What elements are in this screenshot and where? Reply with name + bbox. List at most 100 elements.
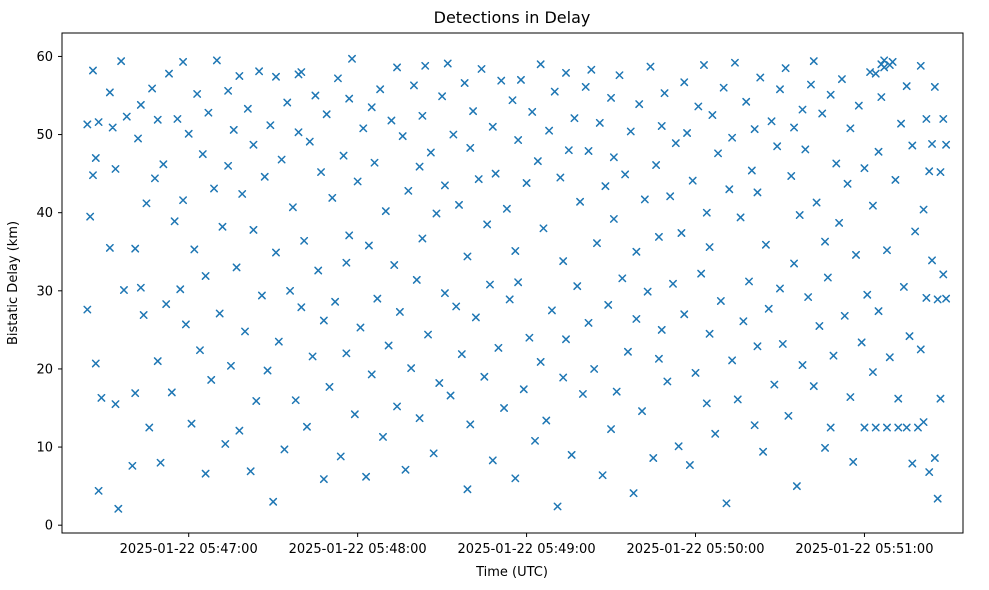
data-point-marker — [821, 237, 829, 246]
data-point-marker — [649, 454, 658, 462]
data-point-marker — [747, 166, 756, 175]
data-point-marker — [536, 357, 545, 366]
data-point-marker — [198, 150, 207, 159]
data-point-marker — [201, 272, 210, 280]
data-point-marker — [654, 232, 663, 241]
data-point-marker — [153, 357, 162, 366]
data-point-marker — [584, 318, 593, 327]
data-point-marker — [759, 447, 768, 456]
data-point-marker — [519, 385, 528, 394]
data-point-marker — [835, 218, 844, 227]
data-point-marker — [826, 423, 835, 432]
data-point-marker — [809, 382, 818, 391]
data-point-marker — [494, 343, 503, 352]
data-point-marker — [902, 82, 911, 91]
data-point-marker — [376, 85, 385, 94]
data-point-marker — [117, 57, 126, 66]
data-point-marker — [883, 246, 891, 255]
data-point-marker — [466, 143, 475, 152]
data-point-marker — [300, 236, 309, 245]
data-point-marker — [201, 469, 210, 478]
data-point-marker — [379, 432, 387, 441]
data-point-marker — [418, 111, 427, 120]
data-point-marker — [311, 91, 320, 100]
data-point-marker — [792, 482, 801, 491]
data-point-marker — [840, 311, 849, 320]
data-point-marker — [156, 458, 165, 467]
y-tick-label: 50 — [36, 128, 53, 143]
data-point-marker — [480, 372, 489, 381]
data-point-marker — [297, 68, 306, 77]
data-point-marker — [89, 66, 97, 75]
data-point-marker — [528, 107, 537, 116]
data-point-marker — [491, 169, 500, 178]
x-tick-label: 2025-01-22 05:47:00 — [120, 542, 258, 557]
data-point-marker — [902, 423, 911, 432]
data-point-marker — [184, 129, 193, 138]
data-point-marker — [750, 421, 759, 430]
data-point-marker — [691, 368, 700, 377]
data-point-marker — [257, 291, 266, 300]
data-point-marker — [728, 133, 737, 142]
data-point-marker — [776, 85, 784, 94]
data-point-marker — [826, 90, 835, 99]
data-point-marker — [449, 130, 458, 139]
data-point-marker — [162, 300, 171, 309]
data-point-marker — [407, 364, 416, 373]
data-point-marker — [415, 162, 424, 171]
data-point-marker — [308, 352, 317, 361]
data-point-marker — [235, 72, 244, 80]
data-point-marker — [486, 280, 494, 289]
data-point-marker — [533, 157, 542, 166]
data-point-marker — [578, 389, 587, 398]
data-point-marker — [787, 172, 796, 180]
data-point-marker — [790, 259, 799, 268]
data-point-marker — [852, 250, 860, 259]
data-point-marker — [319, 316, 328, 325]
data-point-marker — [863, 290, 872, 299]
data-point-marker — [753, 188, 762, 197]
data-point-marker — [457, 350, 466, 359]
data-point-marker — [438, 92, 447, 101]
data-point-marker — [587, 65, 596, 74]
data-point-marker — [345, 231, 354, 240]
data-point-marker — [455, 200, 463, 209]
data-point-marker — [705, 329, 714, 338]
data-point-marker — [488, 122, 497, 131]
data-point-marker — [584, 147, 593, 155]
data-point-marker — [911, 227, 920, 236]
data-point-marker — [567, 450, 576, 459]
data-point-marker — [319, 475, 328, 484]
data-point-marker — [618, 274, 627, 283]
data-point-marker — [401, 465, 410, 474]
data-point-marker — [440, 181, 449, 190]
data-point-marker — [714, 149, 722, 158]
data-point-marker — [880, 63, 889, 72]
data-point-marker — [410, 81, 418, 90]
x-tick-label: 2025-01-22 05:49:00 — [458, 542, 596, 557]
data-point-marker — [283, 98, 292, 107]
data-point-marker — [930, 82, 939, 91]
y-tick-label: 0 — [45, 519, 53, 534]
data-point-marker — [939, 114, 948, 123]
data-point-marker — [674, 442, 683, 451]
data-point-marker — [488, 456, 497, 465]
y-tick-label: 60 — [36, 50, 53, 65]
data-point-marker — [255, 67, 264, 76]
data-point-marker — [353, 177, 362, 186]
data-point-marker — [446, 391, 455, 400]
data-point-marker — [297, 303, 306, 312]
data-point-marker — [680, 310, 689, 319]
data-point-marker — [252, 397, 261, 405]
data-point-marker — [629, 489, 638, 498]
data-point-marker — [342, 349, 351, 358]
data-point-marker — [370, 158, 379, 167]
data-point-marker — [463, 252, 472, 261]
data-point-marker — [933, 295, 942, 304]
data-point-marker — [609, 214, 618, 223]
y-tick-label: 10 — [36, 441, 53, 456]
data-point-marker — [756, 73, 765, 82]
data-point-marker — [767, 117, 776, 126]
data-point-marker — [359, 124, 368, 133]
data-point-marker — [221, 439, 230, 448]
